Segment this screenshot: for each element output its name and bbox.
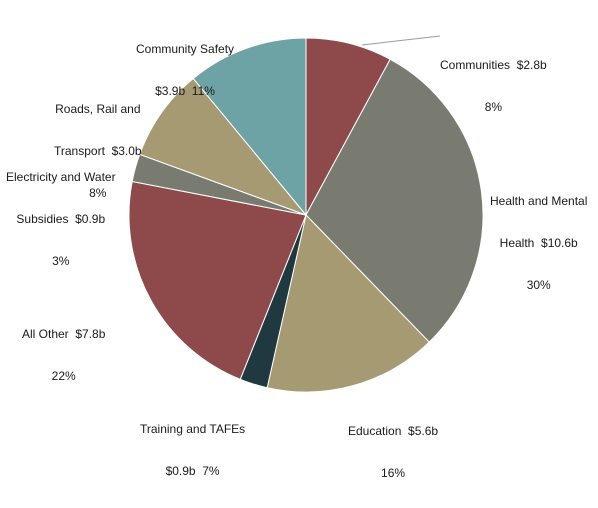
label-safety-line1: Community Safety xyxy=(136,42,235,56)
label-safety: Community Safety $3.9b 11% xyxy=(136,14,234,126)
label-training-line1: Training and TAFEs xyxy=(140,422,246,436)
label-electricity-line1: Electricity and Water xyxy=(6,170,116,184)
label-roads: Roads, Rail and Transport $3.0b 8% xyxy=(54,74,142,228)
label-allother-line1: All Other $7.8b xyxy=(22,327,106,341)
label-allother: All Other $7.8b 22% xyxy=(22,299,105,411)
pie-slice-health xyxy=(305,58,484,343)
label-health: Health and Mental Health $10.6b 30% xyxy=(490,166,587,320)
pie-svg xyxy=(128,35,484,393)
label-training: Training and TAFEs $0.9b 7% xyxy=(140,394,245,506)
pie-chart: Communities $2.8b 8% Health and Mental H… xyxy=(6,14,587,480)
label-roads-line3: 8% xyxy=(89,186,107,200)
communities-leader-line xyxy=(361,35,441,46)
label-electricity-line3: 3% xyxy=(52,254,70,268)
label-education: Education $5.6b 16% xyxy=(348,396,438,508)
label-roads-line1: Roads, Rail and xyxy=(55,102,141,116)
label-electricity-line2: Subsidies $0.9b xyxy=(16,212,106,226)
pie-slice-education xyxy=(266,213,430,393)
label-safety-line2: $3.9b 11% xyxy=(155,84,215,98)
pie-slice-roads xyxy=(139,77,308,217)
label-allother-line2: 22% xyxy=(51,369,76,383)
pie-slices xyxy=(128,37,484,393)
label-education-line2: 16% xyxy=(381,466,406,480)
label-roads-line2: Transport $3.0b xyxy=(54,144,142,158)
label-health-line1: Health and Mental xyxy=(490,194,588,208)
label-electricity: Electricity and Water Subsidies $0.9b 3% xyxy=(6,142,116,296)
label-training-line2: $0.9b 7% xyxy=(165,464,220,478)
label-education-line1: Education $5.6b xyxy=(348,424,439,438)
pie-slice-safety xyxy=(192,37,307,217)
label-health-line3: 30% xyxy=(526,278,551,292)
label-communities-line1: Communities $2.8b xyxy=(440,58,547,72)
pie-slice-allother xyxy=(128,180,307,380)
label-communities: Communities $2.8b 8% xyxy=(440,30,547,142)
label-health-line2: Health $10.6b xyxy=(499,236,578,250)
label-communities-line2: 8% xyxy=(484,100,503,114)
